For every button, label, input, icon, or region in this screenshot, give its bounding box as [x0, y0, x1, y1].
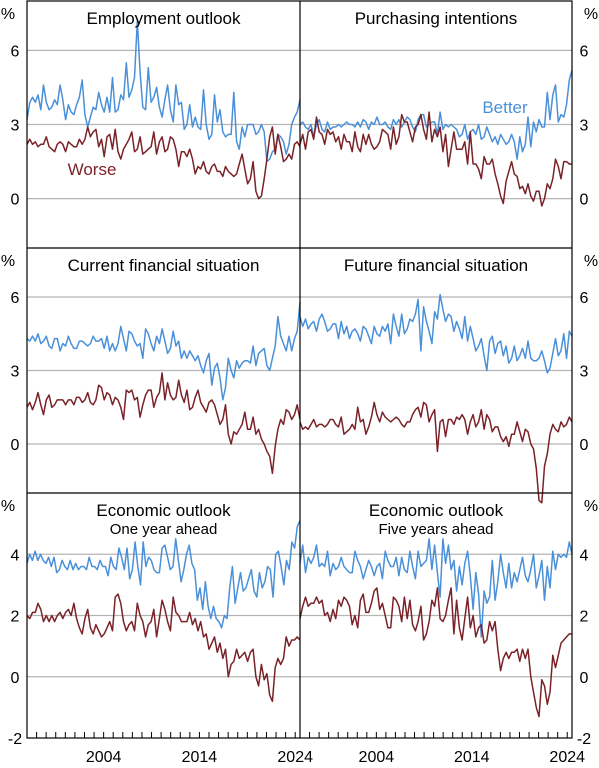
y-tick-label: -2 [8, 731, 22, 748]
x-tick-label: 2024 [277, 749, 313, 766]
x-tick-label: 2004 [359, 749, 395, 766]
y-tick-label: 4 [580, 547, 589, 564]
y-tick-label: 0 [580, 437, 589, 454]
annotation-better: Better [482, 98, 528, 117]
chart-panel-top-right: 0 3 6% Purchasing intentions [299, 6, 598, 209]
series-line-better [299, 70, 573, 160]
series-line-worse [26, 372, 301, 475]
panel-subtitle: One year ahead [110, 521, 218, 538]
y-tick-label: 0 [580, 192, 589, 209]
figure-frame [26, 0, 573, 739]
y-tick-label: 6 [580, 290, 589, 307]
panel-title: Economic outlook [96, 501, 231, 520]
y-unit-label: % [1, 6, 15, 23]
series-line-better [26, 301, 301, 401]
chart-panel-middle-right: 0 3 6% Future financial situation [299, 253, 598, 504]
y-unit-label: % [584, 6, 598, 23]
y-tick-label: 3 [580, 118, 589, 135]
annotation-worse: Worse [68, 160, 117, 179]
y-unit-label: % [584, 498, 598, 515]
y-tick-label: 0 [11, 670, 20, 687]
y-tick-label: -2 [577, 731, 591, 748]
panel-title: Employment outlook [86, 9, 241, 28]
panel-title: Current financial situation [68, 256, 260, 275]
y-tick-label: 6 [580, 43, 589, 60]
x-tick-label: 2004 [86, 749, 122, 766]
y-tick-label: 6 [11, 43, 20, 60]
chart-panel-top-left: 0 3 6% Employment outlook [1, 6, 301, 209]
x-axis: 2004 2014 2024 2004 2014 2024 [26, 732, 585, 766]
y-tick-label: 2 [580, 609, 589, 626]
panel-title: Future financial situation [344, 256, 528, 275]
y-tick-label: 6 [11, 290, 20, 307]
y-tick-label: 3 [11, 364, 20, 381]
panel-subtitle: Five years ahead [378, 521, 493, 538]
y-tick-label: 4 [11, 547, 20, 564]
series-line-better [299, 293, 573, 374]
panel-title: Economic outlook [369, 501, 504, 520]
panel-title: Purchasing intentions [355, 9, 518, 28]
series-line-worse [299, 587, 572, 718]
x-tick-label: 2024 [549, 749, 585, 766]
series-line-better [299, 538, 573, 638]
y-tick-label: 0 [11, 192, 20, 209]
y-unit-label: % [1, 498, 15, 515]
chart-panels: 0 3 6% Employment outlook 0 3 6% Purchasing int… [1, 6, 598, 748]
chart-panel-middle-left: 0 3 6% Current financial situation [1, 253, 301, 475]
x-tick-label: 2014 [182, 749, 218, 766]
series-line-better [26, 520, 301, 629]
series-line-better [26, 20, 301, 163]
y-tick-label: 3 [11, 118, 20, 135]
series-line-worse [299, 111, 572, 207]
y-tick-label: 0 [11, 437, 20, 454]
series-line-worse [26, 126, 301, 200]
series-line-worse [26, 593, 301, 703]
y-tick-label: 2 [11, 609, 20, 626]
y-unit-label: % [1, 253, 15, 270]
series-line-worse [299, 401, 573, 504]
y-tick-label: 3 [580, 364, 589, 381]
y-unit-label: % [584, 253, 598, 270]
x-tick-label: 2014 [454, 749, 490, 766]
y-tick-label: 0 [580, 670, 589, 687]
